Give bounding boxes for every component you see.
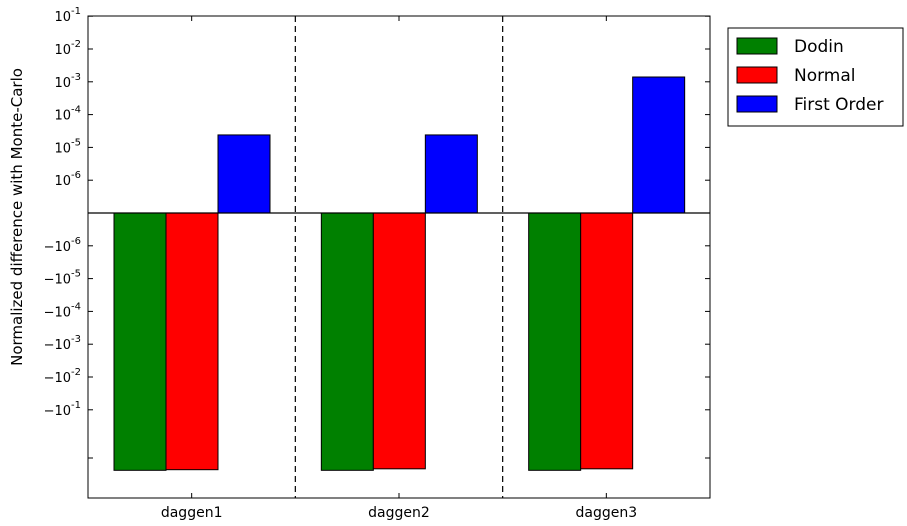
legend-label: Normal bbox=[794, 66, 856, 86]
y-tick-label: 10-6 bbox=[54, 170, 81, 189]
x-axis-ticks: daggen1 daggen2 daggen3 bbox=[161, 16, 637, 521]
bar-dodin-daggen3 bbox=[528, 212, 582, 471]
bar-normal-daggen3 bbox=[580, 212, 634, 470]
x-tick-label-daggen2: daggen2 bbox=[368, 505, 430, 521]
bar-first-order-daggen2 bbox=[424, 134, 478, 214]
legend-label: Dodin bbox=[794, 37, 844, 57]
y-tick-label: −10-2 bbox=[44, 367, 81, 386]
x-tick-label-daggen1: daggen1 bbox=[161, 505, 223, 521]
bar-first-order-daggen3 bbox=[632, 76, 686, 214]
y-tick-label: 10-3 bbox=[54, 72, 81, 91]
legend-label: First Order bbox=[794, 95, 884, 115]
y-tick-label: −10-5 bbox=[44, 269, 81, 288]
bars-layer bbox=[113, 76, 686, 471]
legend: Dodin Normal First Order bbox=[727, 27, 904, 127]
y-tick-label: 10-4 bbox=[54, 105, 81, 124]
y-axis-ticks: 10-1 10-2 10-3 10-4 10-5 10-6 −10-6 −10-5 −10-4 −… bbox=[44, 6, 710, 459]
legend-swatch-dodin bbox=[736, 37, 778, 55]
legend-swatch-normal bbox=[736, 66, 778, 84]
y-tick-label: −10-1 bbox=[44, 400, 81, 419]
y-tick-label: 10-1 bbox=[54, 6, 81, 25]
y-tick-label: −10-6 bbox=[44, 236, 81, 255]
legend-items: Dodin Normal First Order bbox=[736, 37, 884, 115]
bar-dodin-daggen1 bbox=[113, 212, 167, 471]
bar-normal-daggen1 bbox=[165, 212, 219, 471]
category-separators bbox=[294, 16, 504, 498]
y-tick-label: −10-3 bbox=[44, 334, 81, 353]
y-tick-label: −10-4 bbox=[44, 301, 81, 320]
y-axis-label: Normalized difference with Monte-Carlo bbox=[8, 68, 26, 366]
bar-normal-daggen2 bbox=[372, 212, 426, 470]
bar-first-order-daggen1 bbox=[217, 134, 271, 214]
bar-dodin-daggen2 bbox=[320, 212, 374, 471]
x-tick-label-daggen3: daggen3 bbox=[576, 505, 638, 521]
y-tick-label: 10-2 bbox=[54, 39, 81, 58]
legend-swatch-first-order bbox=[736, 95, 778, 113]
y-tick-label: 10-5 bbox=[54, 137, 81, 156]
